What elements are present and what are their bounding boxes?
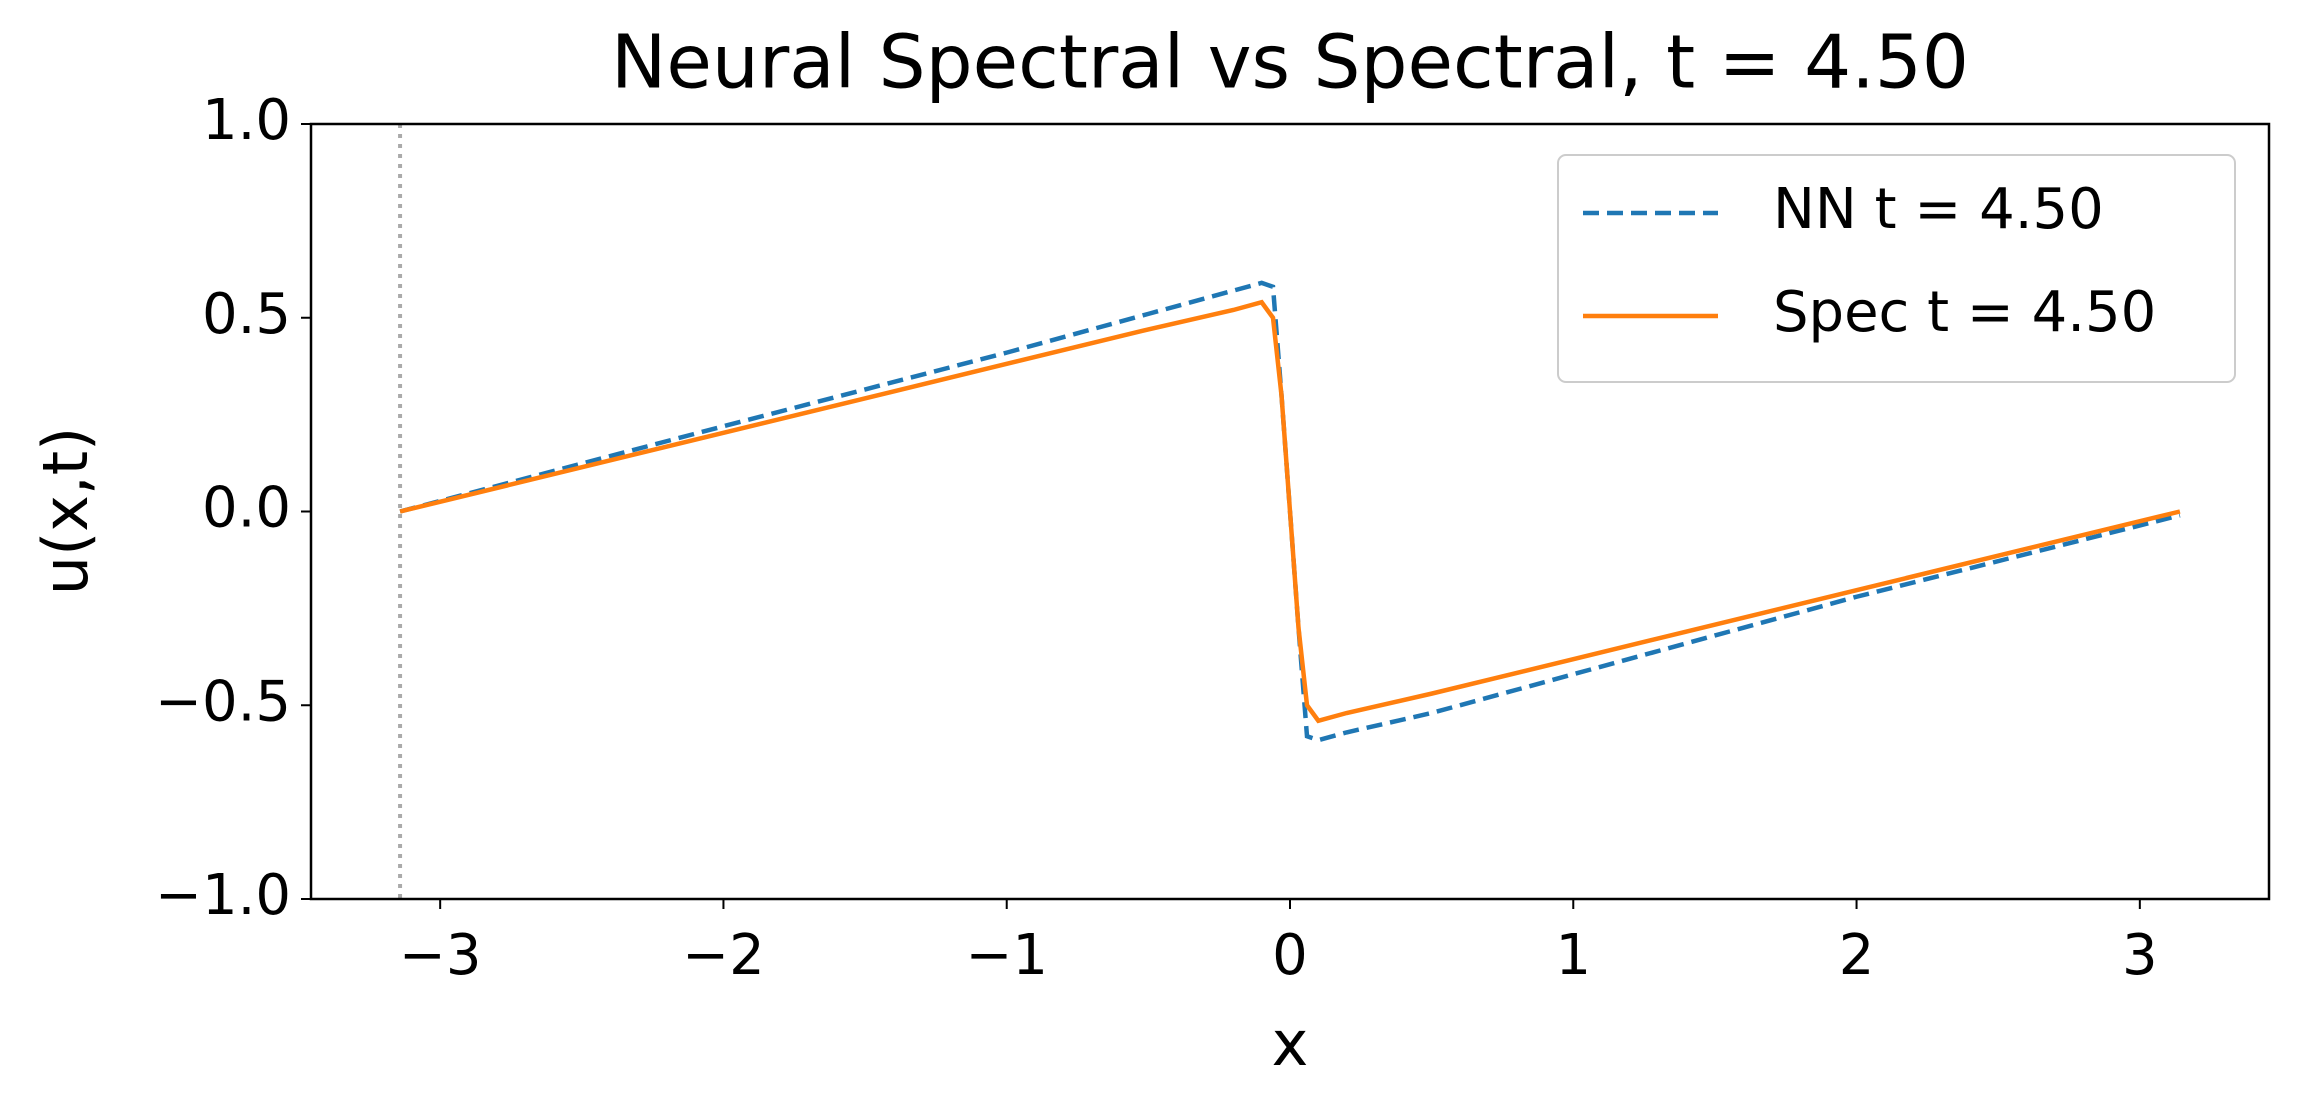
series-line xyxy=(399,299,2181,724)
y-tick-label: 1.0 xyxy=(202,88,291,153)
legend-label: NN t = 4.50 xyxy=(1773,177,2104,242)
y-tick-label: 0.5 xyxy=(202,282,291,347)
x-tick-label: 2 xyxy=(1839,923,1875,988)
plot-frame xyxy=(309,122,2271,901)
y-tick-label: 0.0 xyxy=(202,476,291,541)
legend-label: Spec t = 4.50 xyxy=(1773,280,2156,345)
x-tick-label: 1 xyxy=(1555,923,1591,988)
y-tick-label: −0.5 xyxy=(155,669,291,734)
x-tick-label: −2 xyxy=(682,923,765,988)
x-tick-label: 3 xyxy=(2122,923,2158,988)
x-tick-label: −3 xyxy=(399,923,482,988)
x-tick-label: 0 xyxy=(1272,923,1308,988)
legend-box xyxy=(1557,154,2236,383)
x-tick-label: −1 xyxy=(965,923,1048,988)
chart-title: Neural Spectral vs Spectral, t = 4.50 xyxy=(611,20,1969,106)
x-axis-label: x xyxy=(1272,1007,1309,1080)
y-tick-label: −1.0 xyxy=(155,863,291,928)
y-axis-label: u(x,t) xyxy=(29,427,102,595)
